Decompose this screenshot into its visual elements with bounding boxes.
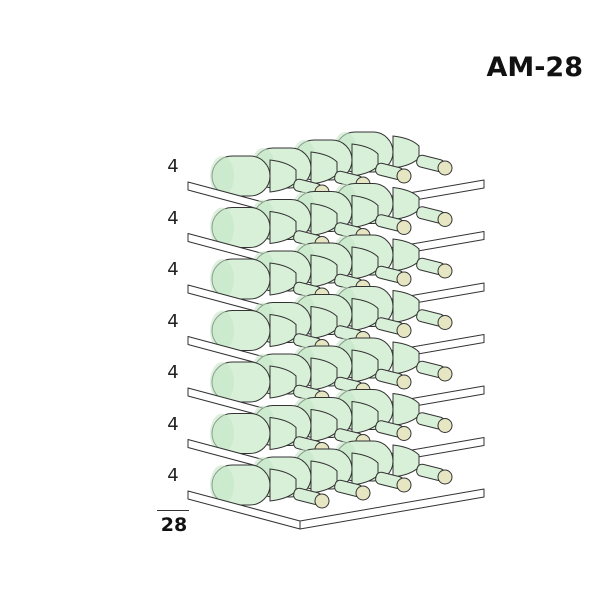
row-count-label: 4 bbox=[167, 310, 179, 332]
bottle-cork bbox=[437, 160, 453, 176]
total-divider bbox=[157, 510, 189, 511]
bottle-cork bbox=[396, 271, 412, 287]
bottle-shade bbox=[210, 362, 234, 402]
bottle-shade bbox=[210, 259, 234, 299]
bottle bbox=[210, 155, 330, 200]
bottle bbox=[210, 258, 330, 303]
bottle-cork bbox=[437, 469, 453, 485]
bottle-cork bbox=[437, 366, 453, 382]
bottle-cork bbox=[355, 485, 371, 501]
bottle-cork bbox=[396, 374, 412, 390]
total-bottle-count: 28 bbox=[160, 514, 188, 536]
bottle-cork bbox=[396, 323, 412, 338]
row-count-label: 4 bbox=[167, 259, 179, 280]
row-count-label: 4 bbox=[167, 413, 179, 435]
bottle-cork bbox=[396, 426, 412, 441]
bottle bbox=[210, 310, 330, 354]
bottle-cork bbox=[437, 418, 453, 433]
bottle-shade bbox=[210, 207, 234, 248]
bottle-shade bbox=[210, 310, 234, 351]
bottle-cork bbox=[437, 263, 453, 279]
row-count-label: 4 bbox=[167, 156, 179, 177]
rack-row bbox=[187, 131, 485, 221]
bottle-cork bbox=[396, 477, 412, 493]
bottle-cork bbox=[437, 315, 453, 330]
row-count-label: 4 bbox=[167, 465, 179, 486]
bottle-cork bbox=[396, 220, 412, 235]
row-count-label: 4 bbox=[167, 207, 179, 229]
bottle-cork bbox=[396, 168, 412, 184]
bottle-shade bbox=[210, 465, 234, 505]
rack-row bbox=[187, 389, 485, 478]
bottle-shade bbox=[210, 156, 234, 196]
bottle-cork bbox=[437, 212, 453, 227]
row-count-label: 4 bbox=[167, 362, 179, 383]
model-title: AM-28 bbox=[486, 52, 583, 83]
rack-row bbox=[187, 440, 485, 530]
bottle-cork bbox=[314, 493, 330, 509]
bottle-shoulder bbox=[392, 135, 420, 169]
bottle-shade bbox=[210, 413, 234, 454]
